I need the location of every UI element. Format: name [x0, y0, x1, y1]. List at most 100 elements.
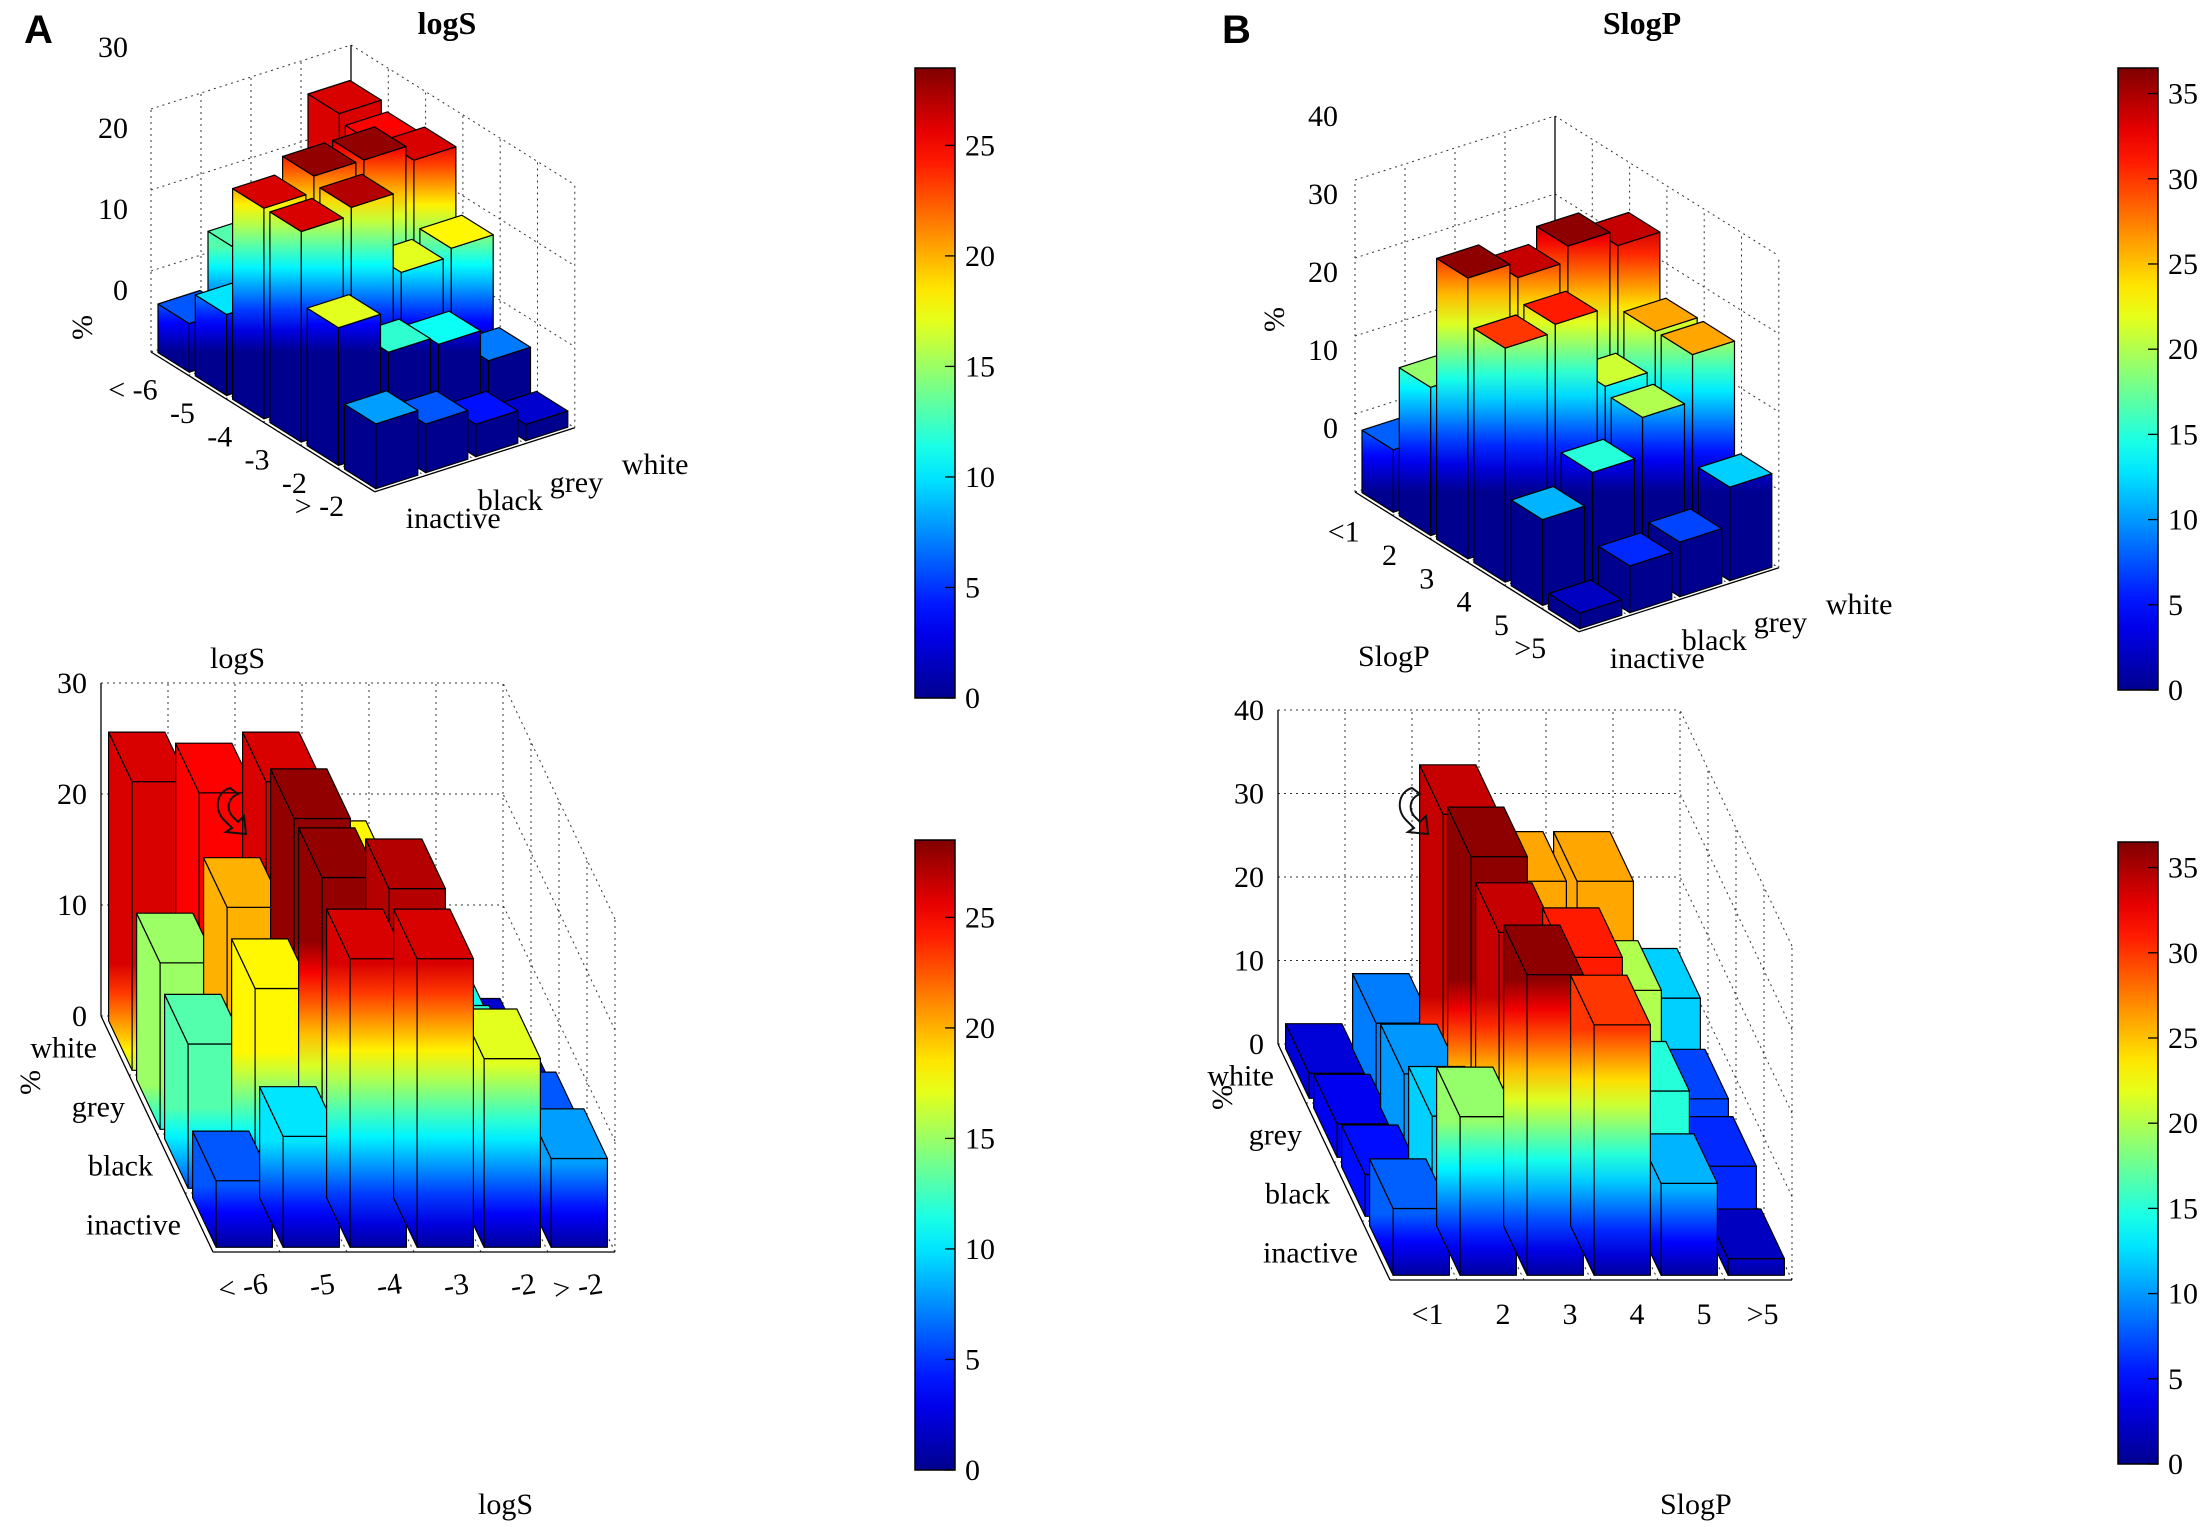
colorbar-a1: [914, 67, 956, 699]
bar-top-face: [419, 214, 494, 249]
z-tick-label: 0: [72, 1000, 87, 1033]
bar-side-face: [1569, 974, 1595, 1276]
bar-top-face: [270, 768, 351, 820]
x-tick-label: -4: [207, 420, 232, 453]
grid-line: [1679, 793, 1793, 1030]
bar-top-face: [1435, 244, 1511, 279]
bar-b1-inactive-5: [1510, 485, 1586, 607]
bar-top-face: [1623, 297, 1698, 332]
colorbar-b1: [2117, 67, 2159, 691]
bar-top-face: [298, 827, 379, 879]
colorbar-tick-label: 35: [2168, 78, 2198, 111]
rotate-arrow-icon: [216, 786, 248, 836]
y-axis-line: [1277, 1043, 1391, 1281]
z-tick-label: 0: [1249, 1028, 1264, 1061]
x-axis-label: SlogP: [1358, 640, 1430, 673]
x-tick-label: -3: [441, 1267, 470, 1303]
x-tick-label: < -6: [108, 374, 157, 407]
x-tick-label: -5: [170, 397, 195, 430]
bar-side-face: [1502, 924, 1528, 1276]
colorbar-tick-label: 5: [2168, 589, 2183, 622]
colorbar-tick-label: 20: [965, 1012, 995, 1045]
grid-line: [502, 904, 616, 1142]
bar-top-face: [326, 908, 407, 960]
colorbar-tick-label: 30: [2168, 163, 2198, 196]
bar-front-face: [232, 188, 265, 420]
colorbar-tick-label: 5: [965, 1343, 980, 1376]
grid-line: [150, 44, 352, 110]
bar-top-face: [107, 731, 189, 783]
bar-top-face: [332, 126, 407, 161]
z-axis-label: %: [1206, 1085, 1239, 1110]
bar-top-face: [1547, 579, 1623, 614]
z-axis-label: %: [14, 1070, 47, 1095]
status-tick-label: white: [1207, 1060, 1274, 1093]
status-tick-label: black: [88, 1150, 153, 1183]
bar-front-face: [483, 1057, 542, 1248]
x-tick-label: 3: [1563, 1298, 1578, 1331]
bar-top-face: [269, 197, 344, 233]
x-tick-label: >5: [1514, 632, 1546, 665]
status-tick-label: grey: [72, 1091, 125, 1124]
x-tick-label: -5: [307, 1267, 336, 1303]
status-tick-label: black: [1682, 624, 1747, 657]
bar-b2-inactive-4: [1569, 974, 1652, 1276]
panel-title: logS: [418, 5, 477, 41]
status-tick-label: grey: [550, 466, 603, 499]
colorbar-tick-label: 20: [2168, 333, 2198, 366]
rotate-arrow-icon: [1398, 786, 1430, 836]
colorbar-a2: [914, 839, 956, 1471]
bar-top-face: [1510, 485, 1586, 521]
z-tick-label: 20: [1308, 256, 1338, 289]
bar-a1-inactive-nnn2: [343, 390, 419, 490]
x-axis-line: [1354, 491, 1580, 633]
z-tick-label: 0: [113, 274, 128, 307]
x-tick-label: -4: [374, 1267, 403, 1303]
bar-front-face: [269, 211, 302, 443]
z-tick-label: 20: [57, 778, 87, 811]
colorbar-tick-label: 10: [965, 1233, 995, 1266]
panel-letter-b: B: [1222, 8, 1251, 52]
y-axis-line: [374, 427, 575, 493]
grid-line: [1354, 115, 1556, 181]
y-axis-line: [1578, 567, 1779, 633]
x-tick-label: 4: [1630, 1298, 1645, 1331]
colorbar-tick-label: 20: [965, 240, 995, 273]
bar-top-face: [1435, 1066, 1518, 1118]
bar-top-face: [393, 908, 474, 960]
bar-top-face: [1560, 438, 1636, 473]
grid-line: [1354, 193, 1556, 259]
grid-line: [1554, 193, 1780, 335]
z-tick-label: 40: [1308, 100, 1338, 133]
grid-line: [1679, 709, 1793, 947]
grid-line: [1554, 115, 1780, 257]
bar-top-face: [1473, 314, 1548, 349]
bar-top-face: [1502, 924, 1585, 976]
bar-a2-inactive-n3: [393, 908, 474, 1248]
colorbar-tick-label: 35: [2168, 852, 2198, 885]
x-tick-label: -2: [282, 467, 307, 500]
status-tick-label: black: [1265, 1178, 1330, 1211]
colorbar-tick-label: 25: [2168, 248, 2198, 281]
bar-top-face: [1312, 1073, 1395, 1125]
colorbar-tick-label: 25: [965, 901, 995, 934]
grid-line: [350, 44, 576, 186]
colorbar-tick-label: 15: [2168, 1192, 2198, 1225]
bar-top-face: [1523, 290, 1598, 325]
bar-top-face: [343, 390, 419, 425]
z-tick-label: 30: [98, 31, 128, 64]
status-tick-label: white: [1826, 588, 1893, 621]
grid-line: [502, 793, 616, 1031]
bar-top-face: [1535, 212, 1611, 247]
rotate-arrow-shape: [1398, 786, 1430, 836]
x-tick-label: 5: [1697, 1298, 1712, 1331]
x-tick-label: <1: [1412, 1298, 1444, 1331]
bar-top-face: [164, 993, 245, 1045]
bar-front-face: [1593, 1024, 1652, 1276]
bar-front-face: [1473, 327, 1506, 583]
x-axis-line: [150, 351, 376, 493]
bar-top-face: [136, 912, 217, 964]
grid-line: [1679, 876, 1793, 1114]
x-tick-label: 2: [1496, 1298, 1511, 1331]
z-tick-label: 20: [1234, 861, 1264, 894]
